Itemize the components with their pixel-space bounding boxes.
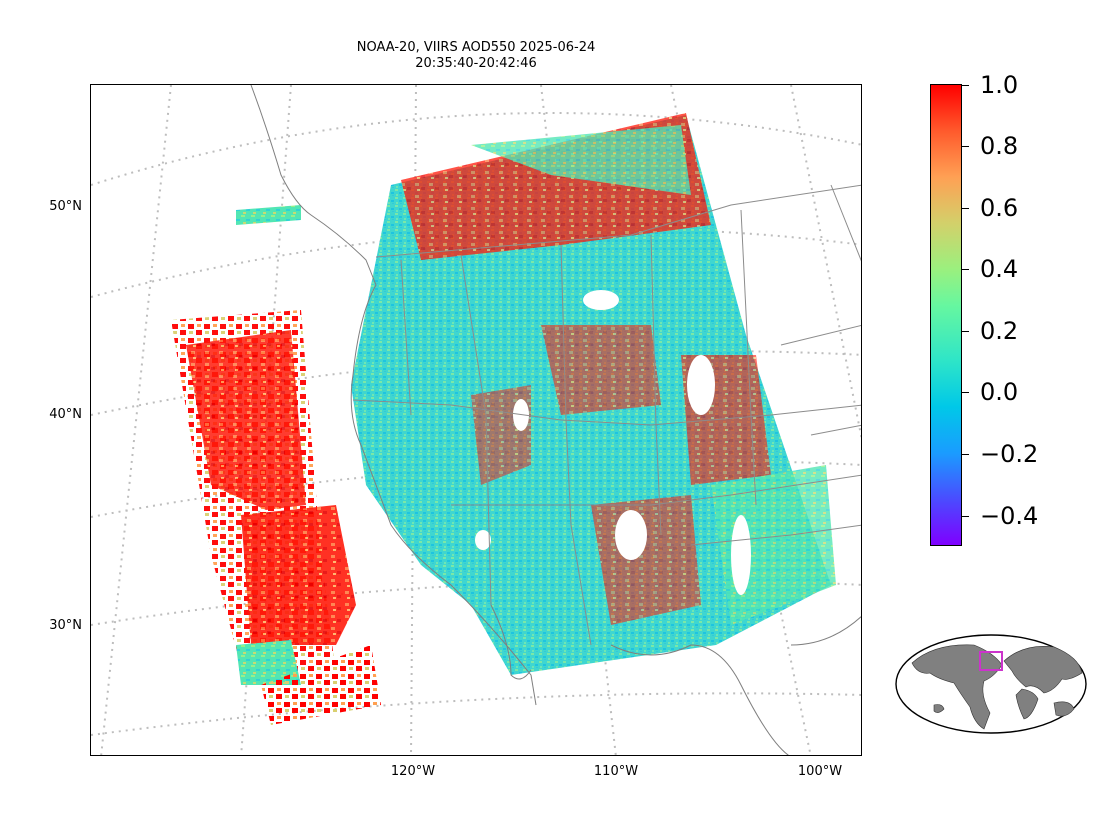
continental-swath [351,113,836,675]
colorbar-label: −0.2 [980,440,1039,468]
colorbar [930,84,962,546]
lat-label-30n: 30°N [49,618,82,633]
map-title: NOAA-20, VIIRS AOD550 2025-06-24 20:35:4… [90,40,862,72]
lon-label-120w: 120°W [390,764,436,779]
colorbar-tick [962,208,969,210]
colorbar-label: 0.0 [980,378,1019,406]
colorbar-tick [962,146,969,148]
colorbar-label: 0.4 [980,255,1019,283]
colorbar-label: −0.4 [980,502,1039,530]
offshore-swath [171,205,381,725]
map-panel[interactable] [90,84,862,756]
lon-label-110w: 110°W [593,764,639,779]
map-canvas [91,85,861,755]
colorbar-tick [962,392,969,394]
colorbar-tick [962,331,969,333]
colorbar-label: 1.0 [980,71,1019,99]
colorbar-tick [962,269,969,271]
title-line-1: NOAA-20, VIIRS AOD550 2025-06-24 [356,40,596,55]
colorbar-tick [962,454,969,456]
colorbar-tick [962,85,969,87]
colorbar-label: 0.6 [980,194,1019,222]
state-borders [352,184,861,646]
lat-label-40n: 40°N [49,407,82,422]
colorbar-label: 0.8 [980,132,1019,160]
title-line-2: 20:35:40-20:42:46 [415,56,537,71]
colorbar-label: 0.2 [980,317,1019,345]
region-highlight-box [979,651,1003,671]
colorbar-tick [962,516,969,518]
coastline [250,85,861,755]
lat-label-50n: 50°N [49,199,82,214]
locator-globe [895,634,1087,734]
lon-label-100w: 100°W [797,764,843,779]
